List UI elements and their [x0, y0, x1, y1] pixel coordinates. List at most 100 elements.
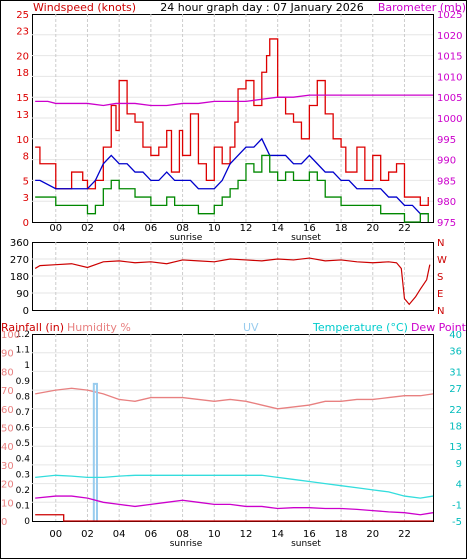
baro-y-tick-label: 980	[437, 197, 456, 208]
rain-y-tick-label: 0.5	[16, 439, 30, 449]
dew-axis-title: Dew Point	[411, 321, 467, 334]
rain-y-tick-label: 0.1	[16, 501, 30, 511]
temp-y-tick-label: 18	[449, 421, 462, 432]
baro-axis-title: Barometer (mb)	[378, 1, 466, 14]
rain-y-tick-label: 0.9	[16, 377, 31, 387]
rain-y-tick-label: 1.1	[16, 346, 30, 356]
baro-y-tick-label: 1020	[437, 31, 462, 42]
series-min-wind	[35, 154, 429, 223]
temp-y-tick-label: 22	[449, 405, 462, 416]
wind-y-tick-label: 23	[16, 27, 29, 38]
rain-y-tick-label: 0.4	[16, 455, 31, 465]
direction-series	[34, 257, 431, 306]
x-tick-label: 18	[335, 223, 348, 234]
baro-y-tick-label: 975	[437, 218, 456, 229]
x-tick-label: 04	[113, 529, 126, 540]
baro-y-tick-label: 1000	[437, 114, 462, 125]
temp-axis-title: Temperature (°C)	[312, 321, 408, 334]
wind-y-tick-label: 15	[16, 93, 29, 104]
wind-y-tick-label: 3	[23, 193, 29, 204]
sunset-label-1: sunset	[291, 233, 321, 243]
x-tick-label: 00	[49, 223, 62, 234]
temp-y-tick-label: 31	[449, 367, 462, 378]
x-tick-label: 18	[335, 529, 348, 540]
temp-y-tick-label: -5	[452, 517, 462, 528]
x-tick-label: 08	[176, 529, 189, 540]
rain-y-tick-label: 1	[24, 361, 30, 371]
wind-y-tick-label: 18	[16, 68, 29, 79]
compass-tick-label: S	[437, 272, 443, 283]
temp-y-tick-label: 36	[449, 347, 462, 358]
x-tick-label: 12	[240, 223, 253, 234]
wind-y-tick-label: 0	[23, 218, 29, 229]
x-tick-label: 04	[113, 223, 126, 234]
uv-axis-title: UV	[243, 321, 259, 334]
series-dew-point	[35, 495, 434, 516]
temp-axis-ticks: 0 0.1 0.2 0.3 0.4 0.5 0.6 0.7 0.8 0.9 1 1.1 1.2 0 10 20…	[1, 330, 462, 540]
humidity-y-tick-label: 40	[1, 442, 14, 453]
humidity-y-tick-label: 100	[1, 330, 20, 341]
temp-y-tick-label: 27	[449, 384, 462, 395]
baro-y-tick-label: 1005	[437, 93, 462, 104]
wind-y-tick-label: 8	[23, 151, 29, 162]
x-tick-label: 14	[271, 223, 284, 234]
humidity-y-tick-label: 90	[1, 349, 14, 360]
graph-title: 24 hour graph day : 07 January 2026	[160, 1, 364, 14]
direction-y-tick-label: 0	[23, 306, 29, 317]
baro-y-tick-label: 985	[437, 176, 456, 187]
compass-tick-label: N	[437, 306, 444, 317]
rain-y-tick-label: 0.8	[16, 392, 31, 402]
series-rainfall	[35, 514, 433, 522]
x-tick-label: 10	[208, 223, 221, 234]
baro-y-tick-label: 995	[437, 135, 456, 146]
x-tick-label: 22	[398, 529, 411, 540]
x-tick-label: 02	[81, 529, 94, 540]
direction-y-tick-label: 180	[10, 272, 29, 283]
humidity-y-tick-label: 30	[1, 461, 14, 472]
x-tick-label: 20	[366, 529, 379, 540]
sunrise-label-3: sunrise	[170, 539, 203, 549]
baro-y-tick-label: 1010	[437, 72, 462, 83]
wind-y-tick-label: 25	[16, 10, 29, 21]
compass-tick-label: W	[437, 255, 447, 266]
baro-y-tick-label: 990	[437, 156, 456, 167]
wind-series	[35, 38, 433, 223]
temp-y-tick-label: 4	[456, 480, 462, 491]
series-gust	[35, 38, 429, 207]
wind-axis-ticks: 0 3 5 8 10 13 15 18 20 23 25 975 980 985 990 995 1000 100…	[16, 10, 462, 234]
series-barometer	[35, 94, 433, 107]
direction-y-tick-label: 360	[10, 238, 29, 249]
x-tick-label: 14	[271, 529, 284, 540]
compass-tick-label: N	[437, 238, 444, 249]
temp-y-tick-label: -1	[452, 500, 462, 511]
x-tick-label: 00	[49, 529, 62, 540]
humidity-y-tick-label: 20	[1, 480, 14, 491]
sunrise-label-1: sunrise	[170, 233, 203, 243]
direction-y-tick-label: 90	[16, 289, 29, 300]
x-tick-label: 20	[366, 223, 379, 234]
wind-y-tick-label: 5	[23, 176, 29, 187]
wind-axis-title: Windspeed (knots)	[33, 1, 136, 14]
x-tick-label: 06	[145, 223, 158, 234]
x-tick-label: 16	[303, 223, 316, 234]
wind-panel: 0 3 5 8 10 13 15 18 20 23 25 975 980 985 990 995 1000 100…	[16, 10, 462, 234]
rain-y-tick-label: 1.2	[16, 330, 30, 340]
series-avg-wind	[35, 137, 429, 215]
humidity-y-tick-label: 60	[1, 405, 14, 416]
humidity-y-tick-label: 50	[1, 424, 14, 435]
x-tick-label: 16	[303, 529, 316, 540]
humidity-y-tick-label: 0	[1, 517, 7, 528]
series-temperature	[35, 474, 434, 499]
wind-y-tick-label: 13	[16, 110, 29, 121]
humidity-y-tick-label: 80	[1, 367, 14, 378]
x-tick-label: 08	[176, 223, 189, 234]
series-UV	[92, 382, 98, 521]
temp-panel: 0 0.1 0.2 0.3 0.4 0.5 0.6 0.7 0.8 0.9 1 1.1 1.2 0 10 20…	[1, 330, 462, 540]
rain-y-tick-label: 0.3	[16, 470, 30, 480]
rain-y-tick-label: 0.6	[16, 424, 31, 434]
series-humidity	[35, 387, 434, 410]
temp-y-tick-label: 9	[456, 459, 462, 470]
rain-y-tick-label: 0	[24, 517, 30, 527]
